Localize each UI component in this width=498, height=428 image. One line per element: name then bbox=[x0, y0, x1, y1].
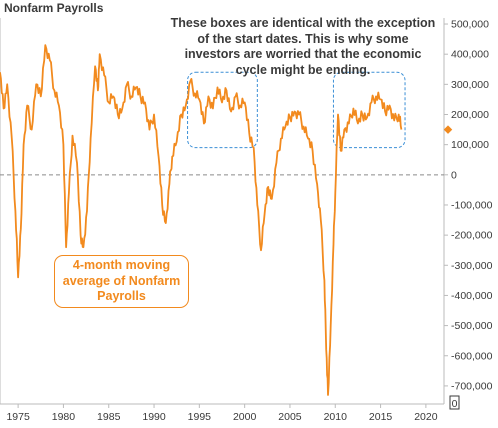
y-tick-label: -300,000 bbox=[451, 260, 493, 272]
annotation-note: These boxes are identical with the excep… bbox=[170, 16, 436, 77]
callout-text: 4-month moving average of Nonfarm Payrol… bbox=[62, 258, 181, 304]
y-tick-label: 100,000 bbox=[451, 139, 489, 151]
x-axis-ticks: 1975 1980 1985 1990 1995 2000 2005 2010 2015 2020 bbox=[6, 404, 438, 423]
highlight-box bbox=[332, 71, 406, 149]
y-axis-ticks: 500,000 400,000 300,000 200,000 100,000 0 -100… bbox=[444, 19, 493, 392]
highlight-boxes bbox=[187, 71, 406, 149]
axis-end-box: 0 bbox=[449, 395, 460, 410]
highlight-box bbox=[187, 71, 258, 149]
x-tick-label: 2005 bbox=[278, 411, 302, 423]
y-tick-label: 500,000 bbox=[451, 19, 489, 31]
x-tick-label: 1980 bbox=[52, 411, 76, 423]
chart-title: Nonfarm Payrolls bbox=[4, 1, 104, 15]
x-tick-label: 2000 bbox=[233, 411, 257, 423]
y-tick-label: -200,000 bbox=[451, 230, 493, 242]
x-tick-label: 1975 bbox=[6, 411, 30, 423]
x-tick-label: 2015 bbox=[369, 411, 393, 423]
y-tick-label: -100,000 bbox=[451, 199, 493, 211]
x-tick-label: 1985 bbox=[97, 411, 121, 423]
x-tick-label: 1995 bbox=[188, 411, 212, 423]
x-tick-label: 2010 bbox=[324, 411, 348, 423]
y-tick-label: -500,000 bbox=[451, 320, 493, 332]
x-tick-label: 2020 bbox=[414, 411, 438, 423]
end-value-marker bbox=[443, 125, 453, 134]
y-tick-label: 0 bbox=[451, 169, 457, 181]
x-tick-label: 1990 bbox=[142, 411, 166, 423]
y-tick-label: 200,000 bbox=[451, 109, 489, 121]
y-tick-label: -700,000 bbox=[451, 380, 493, 392]
y-tick-label: -600,000 bbox=[451, 350, 493, 362]
y-tick-label: 300,000 bbox=[451, 79, 489, 91]
payrolls-series-line bbox=[0, 44, 403, 396]
y-tick-label: 400,000 bbox=[451, 49, 489, 61]
axis-end-label: 0 bbox=[452, 398, 458, 410]
callout-box: 4-month moving average of Nonfarm Payrol… bbox=[54, 255, 189, 308]
y-tick-label: -400,000 bbox=[451, 290, 493, 302]
